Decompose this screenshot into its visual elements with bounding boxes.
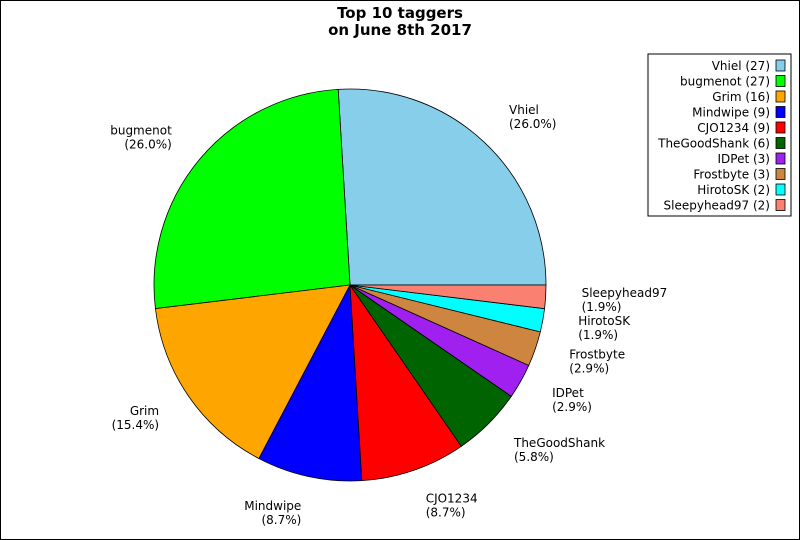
slice-label-name: Frostbyte [569,348,625,362]
legend-swatch-thegoodshank [775,137,786,149]
legend-label-vhiel: Vhiel (27) [712,59,770,73]
slice-label-mindwipe: Mindwipe (8.7%) [244,499,301,527]
legend-label-mindwipe: Mindwipe (9) [692,106,770,120]
pie-slice-cjo1234 [349,283,462,482]
slice-label-name: IDPet [552,386,584,400]
slice-label-percent: (8.7%) [261,513,301,527]
legend-swatch-hirotosk [775,183,786,196]
pie-slice-grim [154,284,351,460]
legend-swatch-frostbyte [775,168,786,180]
slice-label-name: HirotoSK [578,314,631,328]
slice-label-cjo1234: CJO1234 (8.7%) [426,491,478,519]
chart-title-line-1: Top 10 taggers [337,4,463,22]
slice-label-name: Grim [130,404,159,418]
pie-slice-vhiel [337,88,547,286]
legend-label-sleepyhead97: Sleepyhead97 (2) [664,199,770,213]
slice-label-percent: (1.9%) [582,300,622,314]
legend-label-grim: Grim (16) [712,90,770,104]
legend-swatch-idpet [775,152,786,165]
slice-label-percent: (5.8%) [514,450,554,464]
legend-swatch-mindwipe [775,106,786,118]
legend-label-cjo1234: CJO1234 (9) [697,121,770,135]
slice-label-name: CJO1234 [426,491,478,505]
slice-label-frostbyte: Frostbyte (2.9%) [569,348,625,376]
legend-swatch-cjo1234 [775,121,786,134]
pie-slices [153,88,547,482]
pie-slice-mindwipe [258,283,363,482]
slice-label-percent: (26.0%) [509,117,556,131]
pie-slice-bugmenot [153,88,351,310]
slice-label-name: bugmenot [110,124,172,138]
legend-label-thegoodshank: TheGoodShank (6) [657,137,770,151]
slice-label-percent: (26.0%) [124,138,171,152]
slice-label-percent: (15.4%) [112,418,159,432]
slice-label-hirotosk: HirotoSK (1.9%) [578,314,631,342]
slice-label-sleepyhead97: Sleepyhead97 (1.9%) [582,286,668,314]
slice-label-name: Mindwipe [244,499,301,513]
legend-label-hirotosk: HirotoSK (2) [697,183,770,197]
chart-title-line-2: on June 8th 2017 [328,21,472,39]
slice-label-name: Vhiel [509,103,539,117]
slice-label-grim: Grim (15.4%) [112,404,159,432]
legend-box [647,53,792,217]
slice-label-name: TheGoodShank [513,436,605,450]
slice-label-name: Sleepyhead97 [582,286,668,300]
slice-label-bugmenot: bugmenot (26.0%) [110,124,172,152]
slice-label-percent: (1.9%) [578,328,618,342]
legend-swatch-sleepyhead97 [775,199,786,211]
pie-slice-sleepyhead97 [349,284,547,310]
slice-label-idpet: IDPet (2.9%) [552,386,592,414]
legend: Vhiel (27) bugmenot (27)Grim (16) Mindwipe… [647,53,792,217]
slice-label-percent: (8.7%) [426,505,466,519]
slice-label-percent: (2.9%) [569,362,609,376]
legend-swatch-vhiel [775,59,786,72]
legend-label-idpet: IDPet (3) [718,152,771,166]
slice-label-percent: (2.9%) [552,400,592,414]
slice-label-vhiel: Vhiel (26.0%) [509,103,556,131]
legend-label-frostbyte: Frostbyte (3) [693,168,770,182]
legend-swatch-bugmenot [775,75,786,87]
slice-label-thegoodshank: TheGoodShank (5.8%) [513,436,605,464]
legend-label-bugmenot: bugmenot (27) [680,75,770,89]
slice-labels: Vhiel (26.0%)bugmenot (26.0%)Grim (15.4%)Mi… [110,103,667,527]
legend-swatch-grim [775,90,786,103]
